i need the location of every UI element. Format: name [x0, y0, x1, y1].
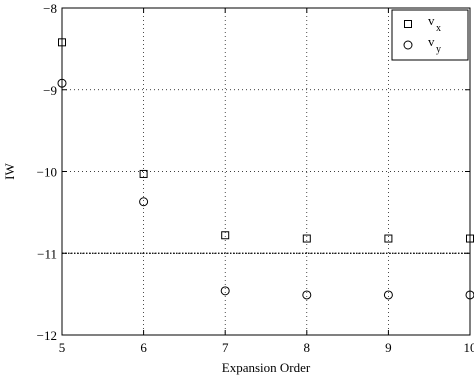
y-tick-label: −12	[37, 328, 57, 343]
x-tick-label: 6	[140, 340, 147, 355]
series-v-y-point	[465, 290, 474, 300]
series-v-x-point	[302, 234, 311, 243]
y-tick-label: −9	[43, 83, 57, 98]
series-v-x-point	[221, 231, 230, 240]
axis-ticks: 5 6 7 8 9 10 −12 −11 −10 −9 −8	[37, 1, 474, 355]
series-v-x-point	[384, 234, 393, 243]
data-marks	[57, 38, 474, 300]
legend-label: v	[428, 34, 435, 49]
y-tick-label: −8	[43, 1, 57, 16]
legend-label-subscript: x	[436, 23, 441, 34]
legend-box	[391, 9, 469, 61]
x-tick-label: 10	[464, 340, 474, 355]
y-tick-label: −10	[37, 165, 57, 180]
x-tick-label: 7	[222, 340, 229, 355]
y-axis-title: IW	[2, 162, 17, 179]
legend-label-subscript: y	[436, 44, 441, 55]
x-tick-label: 8	[304, 340, 311, 355]
series-v-y-point	[220, 286, 230, 296]
legend-marker-v-x	[404, 20, 412, 28]
series-v-y-point	[57, 78, 67, 88]
series-v-x-point	[58, 38, 66, 47]
legend-marker-v-y	[403, 40, 413, 50]
series-v-y-point	[383, 290, 393, 300]
x-tick-label: 5	[59, 340, 66, 355]
series-v-y-point	[139, 197, 149, 207]
x-axis-title: Expansion Order	[222, 360, 311, 375]
y-tick-label: −11	[37, 246, 57, 261]
series-v-y-point	[302, 290, 312, 300]
series-v-x-point	[139, 169, 148, 178]
x-tick-label: 9	[385, 340, 392, 355]
legend-label: v	[428, 13, 435, 28]
